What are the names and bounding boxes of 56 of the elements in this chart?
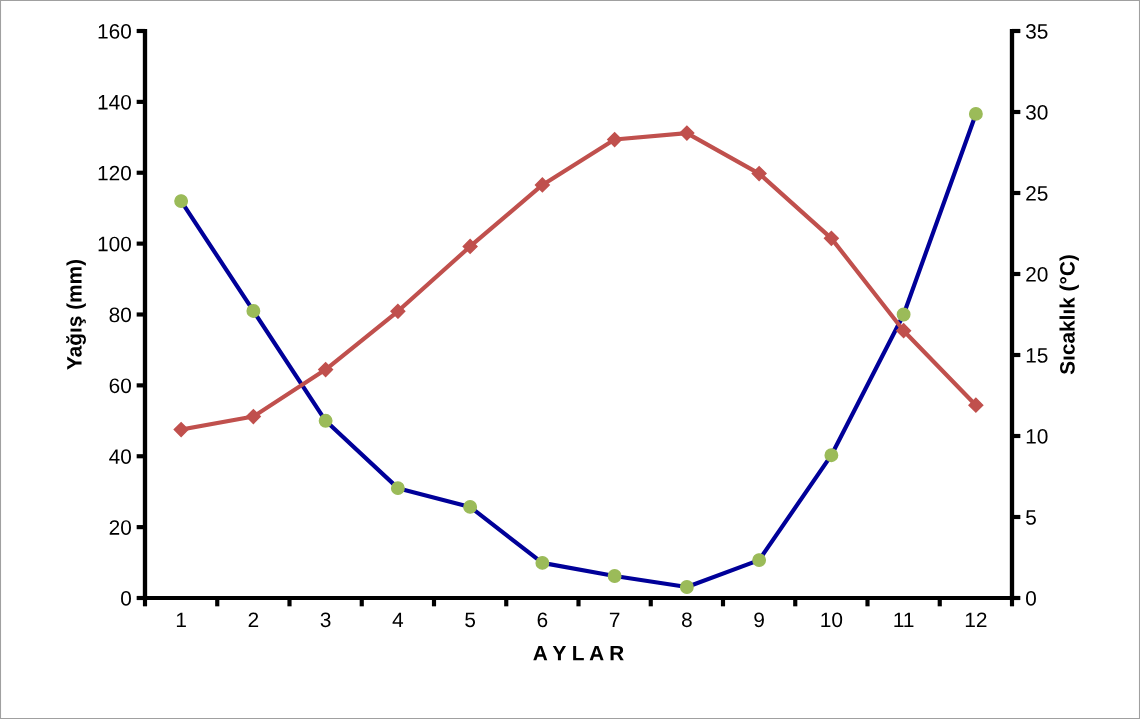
y2-tick-label: 20 — [1026, 267, 1048, 282]
point — [535, 555, 550, 570]
y2-tick-label: 25 — [1026, 186, 1048, 201]
y2-tick-label: 10 — [1026, 429, 1048, 444]
y-tick-label: 0 — [121, 591, 131, 606]
point — [462, 238, 478, 255]
x-tick-label: 1 — [176, 612, 186, 627]
y2-tick-label: 5 — [1026, 510, 1036, 525]
x-tick-label: 9 — [754, 612, 764, 628]
y-tick-label: 100 — [98, 236, 131, 252]
y2-tick-label: 35 — [1025, 24, 1048, 39]
y-tick-label: 20 — [109, 520, 131, 535]
point — [390, 481, 405, 496]
x-tick-label: 4 — [392, 612, 404, 627]
y2-tick-label: 15 — [1026, 348, 1048, 363]
point — [390, 303, 406, 319]
y-axis-title: Yağış (mm) — [66, 259, 86, 370]
point — [968, 397, 984, 413]
y2-tick-label: 30 — [1025, 105, 1048, 120]
point — [896, 307, 911, 322]
y2-tick-label: 0 — [1026, 591, 1036, 606]
y-tick-label: 60 — [109, 378, 131, 394]
point — [463, 499, 478, 514]
x-tick-label: 6 — [537, 612, 548, 628]
x-tick-label: 8 — [681, 612, 692, 628]
y-tick-label: 80 — [109, 307, 131, 323]
x-tick-label: 2 — [248, 612, 259, 627]
x-tick-label: 12 — [965, 612, 987, 627]
point — [318, 413, 333, 428]
y-tick-label: 160 — [98, 24, 131, 39]
point — [896, 323, 912, 339]
point — [607, 569, 622, 583]
point — [751, 165, 767, 182]
point — [174, 194, 189, 209]
x-tick-label: 10 — [821, 612, 843, 628]
y-tick-label: 40 — [109, 449, 131, 464]
x-axis-title: A Y L A R — [533, 645, 624, 661]
point — [318, 362, 334, 378]
x-tick-label: 5 — [465, 612, 476, 628]
y-tick-label: 120 — [98, 165, 131, 181]
y-tick-label: 140 — [98, 94, 131, 110]
point — [534, 177, 550, 193]
point — [607, 131, 623, 148]
point — [246, 304, 261, 318]
point — [752, 553, 767, 568]
point — [679, 125, 695, 141]
point — [824, 448, 839, 463]
point — [245, 408, 261, 425]
x-tick-label: 11 — [894, 612, 914, 627]
x-tick-label: 7 — [609, 612, 620, 627]
point — [173, 421, 189, 438]
point — [823, 230, 839, 246]
x-tick-label: 3 — [320, 612, 331, 628]
y2-axis-title: Sıcaklık (°C) — [1059, 255, 1079, 375]
point — [968, 106, 983, 121]
point — [679, 580, 694, 594]
